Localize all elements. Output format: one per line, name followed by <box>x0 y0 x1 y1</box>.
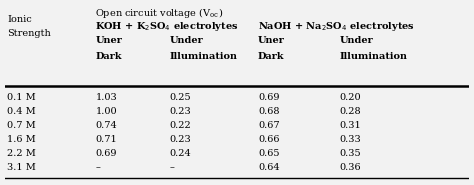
Text: KOH + K$_2$SO$_4$ electrolytes: KOH + K$_2$SO$_4$ electrolytes <box>95 20 239 33</box>
Text: 0.24: 0.24 <box>170 149 191 158</box>
Text: Under: Under <box>339 36 373 45</box>
Text: 0.7 M: 0.7 M <box>7 121 36 130</box>
Text: NaOH + Na$_2$SO$_4$ electrolytes: NaOH + Na$_2$SO$_4$ electrolytes <box>258 20 415 33</box>
Text: Illumination: Illumination <box>170 52 237 61</box>
Text: Illumination: Illumination <box>339 52 407 61</box>
Text: Ionic: Ionic <box>7 15 32 23</box>
Text: 0.23: 0.23 <box>170 135 191 144</box>
Text: 0.66: 0.66 <box>258 135 279 144</box>
Text: Under: Under <box>170 36 203 45</box>
Text: 1.6 M: 1.6 M <box>7 135 36 144</box>
Text: Dark: Dark <box>95 52 122 61</box>
Text: 0.31: 0.31 <box>339 121 361 130</box>
Text: 0.69: 0.69 <box>95 149 117 158</box>
Text: Dark: Dark <box>258 52 284 61</box>
Text: 0.64: 0.64 <box>258 163 280 172</box>
Text: 0.28: 0.28 <box>339 107 361 116</box>
Text: 1.00: 1.00 <box>95 107 117 116</box>
Text: Uner: Uner <box>95 36 122 45</box>
Text: 1.03: 1.03 <box>95 92 117 102</box>
Text: 0.33: 0.33 <box>339 135 361 144</box>
Text: 0.67: 0.67 <box>258 121 280 130</box>
Text: 0.25: 0.25 <box>170 92 191 102</box>
Text: 0.4 M: 0.4 M <box>7 107 36 116</box>
Text: Strength: Strength <box>7 29 51 38</box>
Text: 0.22: 0.22 <box>170 121 191 130</box>
Text: Uner: Uner <box>258 36 285 45</box>
Text: 0.68: 0.68 <box>258 107 279 116</box>
Text: 3.1 M: 3.1 M <box>7 163 36 172</box>
Text: 0.1 M: 0.1 M <box>7 92 36 102</box>
Text: 2.2 M: 2.2 M <box>7 149 36 158</box>
Text: 0.69: 0.69 <box>258 92 279 102</box>
Text: 0.23: 0.23 <box>170 107 191 116</box>
Text: –: – <box>170 163 174 172</box>
Text: Open circuit voltage (V$_{\mathregular{oc}}$): Open circuit voltage (V$_{\mathregular{o… <box>95 6 224 20</box>
Text: 0.35: 0.35 <box>339 149 361 158</box>
Text: 0.65: 0.65 <box>258 149 279 158</box>
Text: 0.36: 0.36 <box>339 163 361 172</box>
Text: 0.74: 0.74 <box>95 121 117 130</box>
Text: –: – <box>95 163 100 172</box>
Text: 0.20: 0.20 <box>339 92 361 102</box>
Text: 0.71: 0.71 <box>95 135 117 144</box>
